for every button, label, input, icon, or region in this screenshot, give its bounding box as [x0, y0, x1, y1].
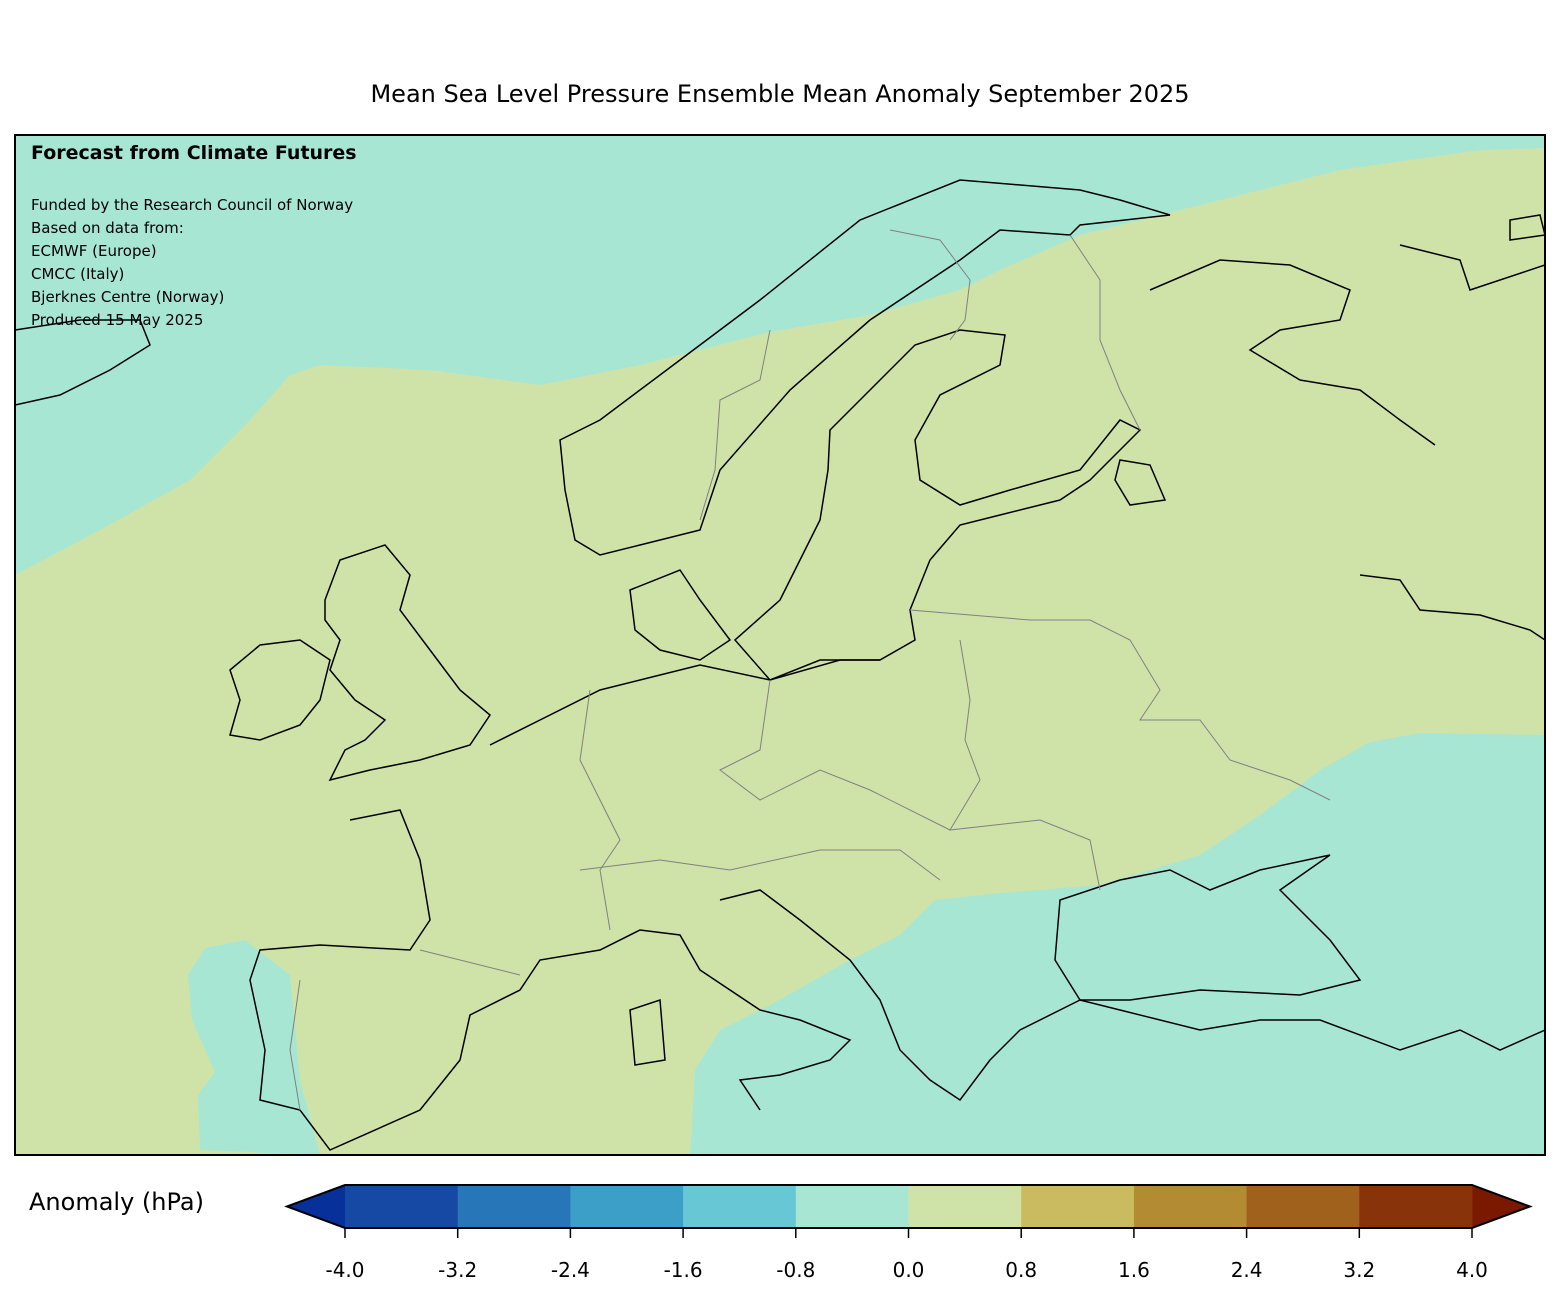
colorbar-tick-label: 4.0 [1456, 1258, 1488, 1282]
colorbar [284, 1184, 1533, 1238]
colorbar-segment [683, 1185, 797, 1228]
colorbar-tick-label: 1.6 [1117, 1258, 1150, 1282]
map-frame [14, 134, 1546, 1156]
colorbar-extend-low [287, 1185, 345, 1228]
colorbar-segment [1359, 1185, 1473, 1228]
annotation-lines: Funded by the Research Council of Norway… [31, 194, 353, 332]
colorbar-tick-label: 3.2 [1343, 1258, 1376, 1282]
colorbar-tick-label: 0.0 [892, 1258, 925, 1282]
map-title: Mean Sea Level Pressure Ensemble Mean An… [370, 80, 1190, 108]
colorbar-segment [1021, 1185, 1135, 1228]
colorbar-tick-label: -2.4 [550, 1258, 590, 1282]
country-borders [289, 229, 1331, 1111]
colorbar-extend-high [1472, 1185, 1530, 1228]
colorbar-tick-label: 2.4 [1230, 1258, 1263, 1282]
annotation-line: Produced 15 May 2025 [31, 311, 204, 329]
colorbar-label: Anomaly (hPa) [29, 1188, 204, 1216]
annotation-line: Bjerknes Centre (Norway) [31, 288, 225, 306]
annotation-line: Funded by the Research Council of Norway [31, 196, 354, 214]
anomaly-region-north-negative [15, 135, 1545, 575]
colorbar-tick-label: 0.8 [1005, 1258, 1038, 1282]
annotation-line: CMCC (Italy) [31, 265, 125, 283]
colorbar-segment [908, 1185, 1022, 1228]
colorbar-segment [570, 1185, 684, 1228]
annotation-line: ECMWF (Europe) [31, 242, 157, 260]
colorbar-segment [1246, 1185, 1360, 1228]
anomaly-region-southeast-negative [690, 733, 1545, 1155]
colorbar-segment [345, 1185, 459, 1228]
colorbar-segment [1133, 1185, 1248, 1228]
coastlines [15, 179, 1545, 1151]
colorbar-tick-label: -1.6 [663, 1258, 703, 1282]
colorbar-tick-label: -3.2 [438, 1258, 478, 1282]
annotation-line: Based on data from: [31, 219, 184, 237]
colorbar-tick-label: -4.0 [325, 1258, 365, 1282]
colorbar-segment [457, 1185, 571, 1228]
annotation-heading: Forecast from Climate Futures [31, 142, 357, 164]
colorbar-segment [795, 1185, 909, 1228]
colorbar-tick-label: -0.8 [776, 1258, 816, 1282]
anomaly-region-iberia-negative [188, 940, 320, 1155]
